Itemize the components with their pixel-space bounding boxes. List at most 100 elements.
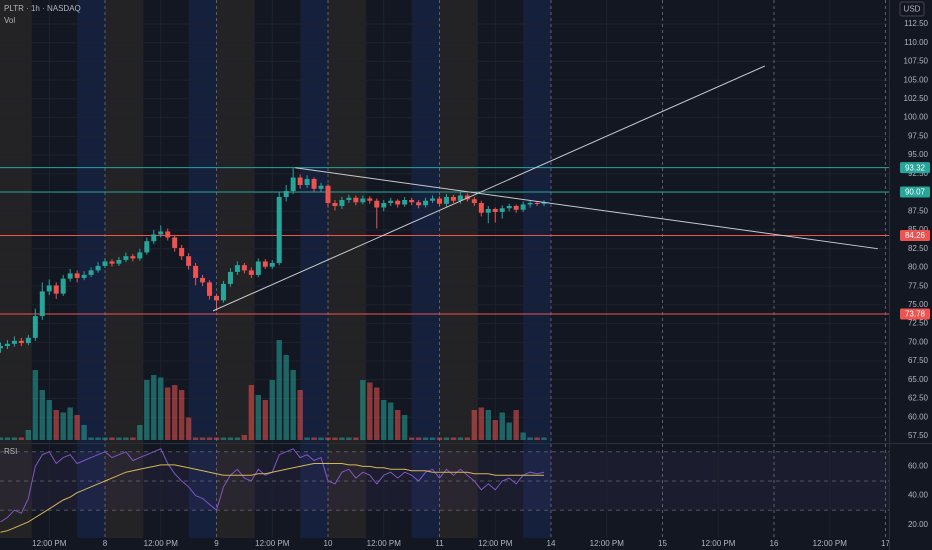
candle-body: [130, 256, 136, 259]
candle-body: [255, 261, 261, 275]
volume-bar: [46, 400, 52, 440]
x-tick-label: 10: [324, 539, 333, 548]
volume-bar: [4, 437, 11, 440]
candle-body: [67, 273, 73, 279]
level-label-box: [900, 186, 930, 198]
volume-bar: [185, 417, 192, 440]
candle-body: [471, 199, 477, 203]
candle-body: [165, 231, 171, 238]
candle-body: [318, 185, 324, 189]
candle-body: [123, 256, 129, 260]
x-tick-label: 8: [103, 539, 108, 548]
candle-body: [46, 285, 52, 292]
volume-bar: [32, 370, 39, 440]
volume-bar: [81, 425, 87, 440]
level-label: 73.78: [905, 310, 926, 319]
candle-body: [520, 204, 526, 210]
volume-bar: [283, 355, 289, 440]
candle-body: [4, 343, 10, 347]
x-tick-label: 12:00 PM: [255, 539, 290, 548]
candle-body: [290, 177, 296, 192]
currency[interactable]: USD: [904, 5, 921, 14]
level-label-box: [900, 230, 930, 242]
candle-body: [409, 200, 415, 203]
premarket-shade: [105, 0, 144, 538]
volume-bar: [276, 340, 282, 440]
candle-body: [39, 291, 45, 317]
candle-body: [423, 200, 429, 206]
candle-body: [457, 195, 463, 201]
volume-bar: [151, 375, 157, 440]
rsi-ma-line: [0, 463, 544, 533]
candle-body: [346, 197, 352, 201]
volume-bar: [360, 380, 366, 440]
volume-bar: [318, 437, 324, 440]
level-label: 84.26: [905, 231, 926, 240]
candle-body: [485, 208, 491, 213]
candle-body: [360, 198, 366, 203]
afterhours-shade: [523, 0, 551, 538]
volume-bar: [67, 407, 73, 440]
volume-bar: [241, 435, 248, 440]
candle-body: [395, 200, 401, 205]
volume-bar: [60, 412, 66, 440]
volume-bar: [269, 380, 275, 440]
candle-body: [499, 208, 505, 212]
candle-body: [311, 179, 317, 189]
volume-bar: [137, 425, 143, 440]
y-tick-label: 70.00: [908, 337, 929, 346]
volume-bar: [443, 437, 450, 440]
volume-bar: [248, 385, 255, 440]
candle-body: [95, 265, 101, 271]
candle-body: [402, 200, 408, 205]
y-tick-label: 80.00: [908, 263, 929, 272]
x-tick-label: 16: [770, 539, 779, 548]
y-tick-label: 102.50: [904, 94, 929, 103]
volume-bar: [25, 430, 32, 440]
volume-bar: [53, 410, 59, 440]
volume-bar: [429, 437, 436, 440]
volume-bar: [304, 437, 310, 440]
y-tick-label: 100.00: [904, 113, 929, 122]
volume-bar: [311, 437, 317, 440]
y-tick-label: 92.50: [908, 169, 929, 178]
rsi-band: [0, 451, 889, 511]
y-tick-label: 95.00: [908, 150, 929, 159]
volume-bar: [513, 410, 519, 440]
volume-bar: [401, 415, 408, 440]
volume-bar: [11, 437, 18, 440]
candle-body: [269, 262, 275, 267]
volume-bar: [158, 377, 164, 440]
x-tick-label: 12:00 PM: [144, 539, 179, 548]
currency-box[interactable]: [899, 1, 925, 17]
volume-bar: [471, 410, 478, 440]
candle-body: [214, 295, 219, 301]
volume-bar: [457, 437, 464, 440]
premarket-shade: [0, 0, 32, 538]
y-tick-label: 105.00: [904, 75, 929, 84]
candle-body: [0, 346, 3, 349]
candle-body: [430, 198, 436, 201]
candle-body: [60, 278, 66, 294]
candle-body: [137, 252, 143, 259]
x-tick-label: 12:00 PM: [478, 539, 513, 548]
candle-body: [248, 270, 254, 275]
candle-body: [207, 282, 213, 296]
volume-bar: [381, 400, 387, 440]
volume-bar: [464, 437, 471, 440]
candle-body: [25, 337, 31, 344]
volume-bar: [123, 437, 129, 440]
y-tick-label: 65.00: [908, 375, 929, 384]
volume-bar: [178, 390, 185, 440]
x-tick-label: 11: [435, 539, 444, 548]
candle-body: [109, 261, 115, 264]
chart-title: PLTR · 1h · NASDAQ: [4, 4, 81, 13]
volume-bar: [199, 437, 206, 440]
candle-body: [32, 316, 38, 338]
volume-bar: [394, 410, 401, 440]
candle-body: [353, 197, 359, 203]
trendline: [212, 65, 766, 312]
